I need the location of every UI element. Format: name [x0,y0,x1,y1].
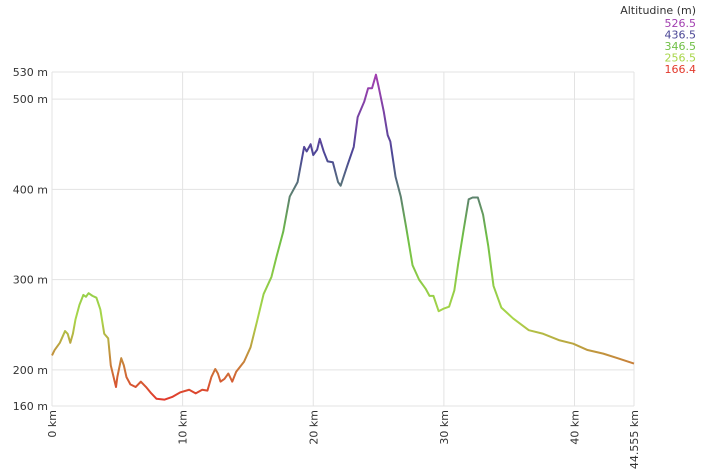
y-tick-label: 530 m [13,66,48,79]
y-tick-label: 400 m [13,183,48,196]
y-tick-label: 160 m [13,400,48,413]
legend-entry: 526.5 [665,17,697,30]
x-tick-label: 40 km [569,410,582,445]
y-tick-label: 500 m [13,93,48,106]
x-tick-label: 44.555 km [628,410,641,469]
x-tick-label: 30 km [438,410,451,445]
x-tick-label: 10 km [177,410,190,445]
y-tick-label: 300 m [13,274,48,287]
y-tick-label: 200 m [13,364,48,377]
x-tick-label: 20 km [307,410,320,445]
elevation-line [51,73,635,401]
x-tick-label: 0 km [46,410,59,438]
legend-entry: 346.5 [665,40,697,53]
legend-entry: 166.4 [665,63,697,76]
legend-entry: 256.5 [665,52,697,65]
legend-title: Altitudine (m) [620,4,696,17]
legend-entry: 436.5 [665,29,697,42]
